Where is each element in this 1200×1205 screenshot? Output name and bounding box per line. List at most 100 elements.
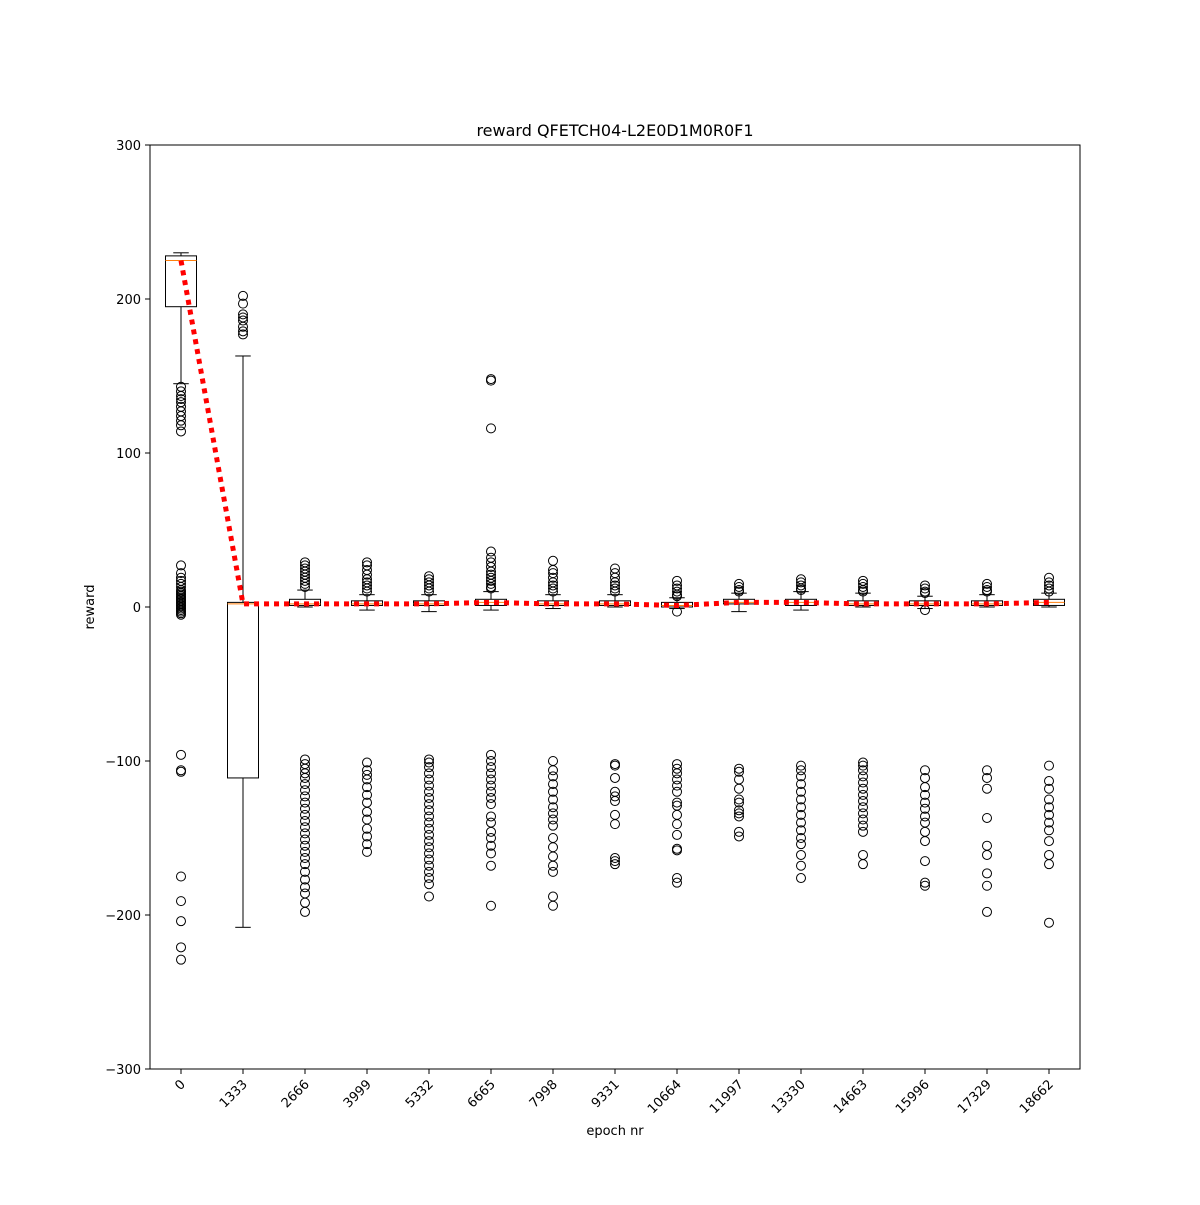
outlier-point <box>672 797 682 808</box>
outlier-point <box>424 774 434 785</box>
outlier-point <box>486 762 496 773</box>
outlier-point <box>362 782 372 793</box>
outlier-point <box>672 786 682 797</box>
outlier-point <box>424 836 434 847</box>
outlier-point <box>796 786 806 797</box>
x-tick-label: 3999 <box>341 1077 375 1111</box>
outlier-point <box>1044 794 1054 805</box>
outlier-point <box>672 768 682 779</box>
y-tick-label: −200 <box>105 909 141 924</box>
outlier-point <box>300 785 310 796</box>
outlier-point <box>548 851 558 862</box>
outlier-point <box>300 828 310 839</box>
x-tick-label: 5332 <box>403 1077 437 1111</box>
outlier-point <box>1044 859 1054 870</box>
outlier-point <box>424 799 434 810</box>
outlier-point <box>548 771 558 782</box>
outlier-point <box>362 557 372 568</box>
outlier-point <box>424 583 434 594</box>
outlier-point <box>796 580 806 591</box>
outlier-point <box>858 802 868 813</box>
outlier-point <box>486 792 496 803</box>
outlier-point <box>300 866 310 877</box>
outlier-point <box>982 812 992 823</box>
outlier-point <box>858 789 868 800</box>
x-tick-label: 14663 <box>831 1077 871 1117</box>
outlier-point <box>238 290 248 301</box>
outlier-point <box>548 814 558 825</box>
outlier-point <box>300 803 310 814</box>
outlier-point <box>486 578 496 589</box>
outlier-point <box>672 575 682 586</box>
outlier-point <box>672 873 682 884</box>
plot-frame <box>149 144 1081 1070</box>
box-body <box>537 600 569 606</box>
outlier-point <box>300 809 310 820</box>
outlier-point <box>424 786 434 797</box>
outlier-point <box>858 783 868 794</box>
outlier-point <box>672 819 682 830</box>
outlier-point <box>1044 776 1054 787</box>
outlier-point <box>424 586 434 597</box>
outlier-point <box>920 797 930 808</box>
outlier-point <box>982 840 992 851</box>
outlier-point <box>920 789 930 800</box>
outlier-point <box>486 561 496 572</box>
outlier-point <box>610 853 620 864</box>
outlier-point <box>920 856 930 867</box>
outlier-point <box>176 609 186 620</box>
outlier-point <box>300 791 310 802</box>
outlier-point <box>672 586 682 597</box>
outlier-point <box>486 799 496 810</box>
outlier-point <box>300 578 310 589</box>
x-tick-label: 17329 <box>955 1077 995 1117</box>
box-body <box>227 601 259 779</box>
outlier-point <box>610 809 620 820</box>
outlier-point <box>982 578 992 589</box>
outlier-point <box>362 789 372 800</box>
outlier-point <box>1044 817 1054 828</box>
outlier-point <box>424 891 434 902</box>
outlier-point <box>362 757 372 768</box>
outlier-point <box>672 829 682 840</box>
outlier-point <box>486 811 496 822</box>
outlier-point <box>1044 825 1054 836</box>
outlier-point <box>734 783 744 794</box>
outlier-point <box>858 808 868 819</box>
outlier-point <box>858 777 868 788</box>
outlier-point <box>610 760 620 771</box>
outlier-point <box>982 772 992 783</box>
outlier-point <box>362 583 372 594</box>
outlier-point <box>610 583 620 594</box>
outlier-point <box>300 834 310 845</box>
outlier-point <box>1044 783 1054 794</box>
outlier-point <box>796 760 806 771</box>
outlier-point <box>424 842 434 853</box>
outlier-point <box>424 866 434 877</box>
outlier-point <box>548 860 558 871</box>
outlier-point <box>548 555 558 566</box>
outlier-point <box>486 575 496 586</box>
outlier-point <box>858 586 868 597</box>
x-tick-label: 7998 <box>527 1077 561 1111</box>
outlier-point <box>796 802 806 813</box>
outlier-point <box>610 856 620 867</box>
outlier-point <box>548 833 558 843</box>
outlier-point <box>1044 802 1054 813</box>
outlier-point <box>300 768 310 779</box>
outlier-point <box>982 849 992 860</box>
outlier-point <box>796 825 806 836</box>
chart-title: reward QFETCH04-L2E0D1M0R0F1 <box>476 121 753 140</box>
outlier-point <box>858 849 868 860</box>
outlier-point <box>300 581 310 592</box>
outlier-point <box>176 386 186 397</box>
outlier-point <box>362 831 372 842</box>
outlier-point <box>362 846 372 857</box>
outlier-point <box>734 763 744 774</box>
outlier-point <box>176 420 186 431</box>
outlier-point <box>300 772 310 783</box>
outlier-point <box>362 839 372 850</box>
outlier-point <box>424 792 434 803</box>
outlier-point <box>1044 572 1054 583</box>
x-tick-label: 15996 <box>893 1077 933 1117</box>
